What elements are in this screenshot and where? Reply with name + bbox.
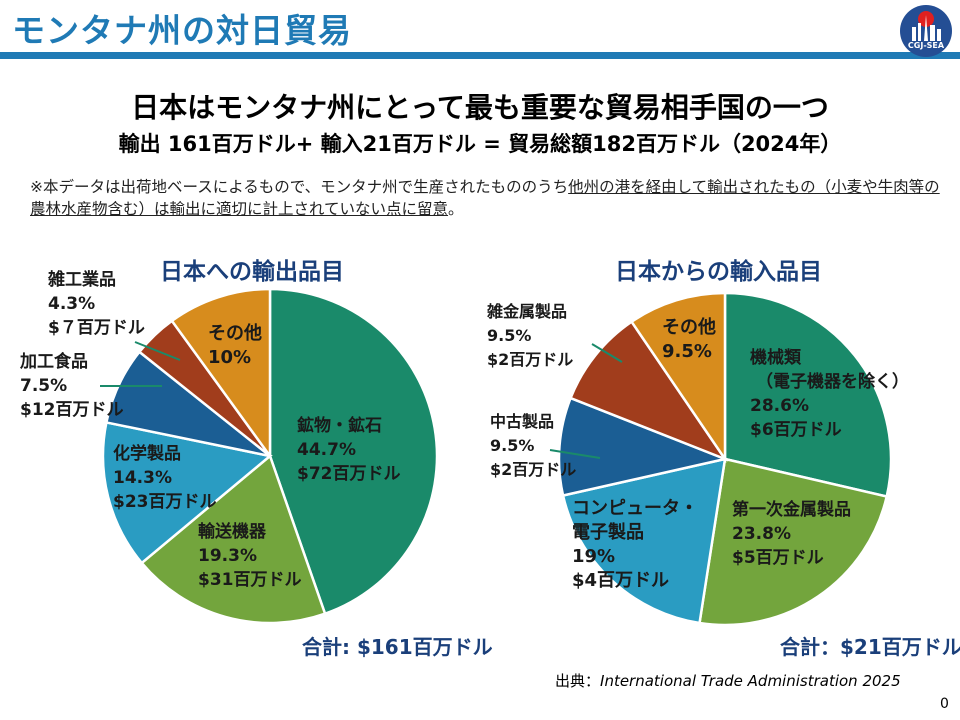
export-label-minerals: 鉱物・鉱石 44.7% $72百万ドル — [297, 414, 401, 486]
consulate-logo: CGJ-SEA — [900, 5, 952, 57]
import-label-machinery: 機械類 （電子機器を除く） 28.6% $6百万ドル — [750, 346, 909, 442]
note-end: 。 — [448, 200, 464, 218]
import-label-used-name: 中古製品 — [490, 412, 555, 431]
import-chart-title: 日本からの輸入品目 — [615, 259, 822, 285]
data-note: ※本データは出荷地ベースによるもので、モンタナ州で生産されたもののうち他州の港を… — [30, 176, 940, 220]
export-pie-slice-0 — [268, 287, 439, 616]
export-label-industrial-value: $７百万ドル — [48, 318, 145, 338]
export-label-industrial-percent: 4.3% — [48, 294, 96, 314]
import-label-metal-percent: 23.8% — [732, 524, 791, 544]
import-label-other: その他 9.5% — [662, 316, 716, 364]
export-label-minerals-percent: 44.7% — [297, 440, 356, 460]
import-label-computer: コンピュータ・ 電子製品 19% $4百万ドル — [572, 497, 698, 593]
subheadline: 輸出 161百万ドル+ 輸入21百万ドル = 貿易総額182百万ドル（2024年… — [118, 132, 842, 156]
import-pie-slice-3 — [557, 396, 730, 497]
import-label-other-percent: 9.5% — [662, 341, 712, 362]
import-label-miscmetal-name: 雑金属製品 — [487, 302, 568, 321]
import-label-machinery-value: $6百万ドル — [750, 420, 842, 440]
import-label-machinery-name: 機械類 — [750, 348, 801, 368]
export-label-transport: 輸送機器 19.3% $31百万ドル — [198, 520, 302, 592]
import-label-used-percent: 9.5% — [490, 436, 535, 455]
import-total: 合計：$21百万ドル — [780, 635, 960, 659]
export-label-processed-food: 加工食品 7.5% $12百万ドル — [20, 350, 124, 422]
export-pie — [101, 287, 439, 625]
import-label-computer-percent: 19% — [572, 546, 616, 567]
export-label-food-name: 加工食品 — [20, 352, 88, 372]
page-title: モンタナ州の対日貿易 — [12, 11, 352, 50]
export-total: 合計: $161百万ドル — [302, 635, 493, 659]
export-label-misc-industrial: 雑工業品 4.3% $７百万ドル — [48, 268, 145, 340]
export-label-other-name: その他 — [208, 323, 262, 344]
source-prefix: 出典： — [555, 672, 601, 690]
note-underlined-text: 他州の港を経由して輸出されたもの（小麦や牛肉等の農林水産物含む）は輸出に適切に計… — [30, 178, 940, 218]
import-label-metal-name: 第一次金属製品 — [732, 500, 851, 520]
export-label-transport-name: 輸送機器 — [198, 522, 266, 542]
export-pie-slice-2 — [101, 420, 273, 565]
headline: 日本はモンタナ州にとって最も重要な貿易相手国の一つ — [131, 91, 829, 124]
source-citation: 出典：International Trade Administration 20… — [555, 670, 901, 691]
export-label-other: その他 10% — [208, 322, 262, 370]
import-pie-slice-5 — [629, 291, 727, 464]
title-underline — [0, 52, 960, 59]
logo-text: CGJ-SEA — [907, 41, 945, 50]
import-label-computer-value: $4百万ドル — [572, 570, 670, 591]
export-label-minerals-value: $72百万ドル — [297, 464, 401, 484]
export-label-food-percent: 7.5% — [20, 376, 68, 396]
import-pie-slice-1 — [698, 457, 889, 627]
export-label-food-value: $12百万ドル — [20, 400, 124, 420]
export-label-minerals-name: 鉱物・鉱石 — [297, 416, 382, 436]
leader-lines — [100, 341, 623, 459]
import-label-computer-name2: 電子製品 — [572, 522, 644, 543]
import-label-machinery-note: （電子機器を除く） — [756, 372, 909, 392]
import-label-used-goods: 中古製品 9.5% $2百万ドル — [490, 410, 576, 482]
import-label-miscmetal-percent: 9.5% — [487, 326, 532, 345]
import-label-computer-name: コンピュータ・ — [572, 498, 698, 519]
import-label-machinery-percent: 28.6% — [750, 396, 809, 416]
export-label-chemicals: 化学製品 14.3% $23百万ドル — [113, 442, 217, 514]
page-number: 0 — [940, 696, 949, 712]
export-label-chemicals-percent: 14.3% — [113, 468, 172, 488]
logo-skyline-icon — [912, 11, 941, 41]
import-pie — [557, 291, 893, 627]
leader-line-used-goods — [549, 449, 601, 459]
export-pie-slice-1 — [139, 453, 327, 625]
import-pie-slice-2 — [561, 457, 727, 625]
note-text: ※本データは出荷地ベースによるもので、モンタナ州で生産されたもののうち — [30, 178, 569, 196]
export-label-transport-value: $31百万ドル — [198, 570, 302, 590]
export-label-transport-percent: 19.3% — [198, 546, 257, 566]
import-label-used-value: $2百万ドル — [490, 460, 577, 479]
export-label-other-percent: 10% — [208, 347, 252, 368]
import-pie-slice-4 — [568, 320, 729, 462]
import-pie-slice-0 — [723, 291, 893, 499]
source-text: International Trade Administration 2025 — [600, 672, 901, 690]
import-label-misc-metal: 雑金属製品 9.5% $2百万ドル — [487, 300, 573, 372]
export-chart-title: 日本への輸出品目 — [160, 259, 344, 285]
import-label-other-name: その他 — [662, 317, 716, 338]
export-label-industrial-name: 雑工業品 — [48, 270, 116, 290]
leader-line-misc-metal — [591, 343, 623, 363]
import-label-primary-metal: 第一次金属製品 23.8% $5百万ドル — [732, 498, 851, 570]
import-label-metal-value: $5百万ドル — [732, 548, 824, 568]
import-label-miscmetal-value: $2百万ドル — [487, 350, 574, 369]
export-label-chemicals-value: $23百万ドル — [113, 492, 217, 512]
export-label-chemicals-name: 化学製品 — [113, 444, 181, 464]
export-pie-slice-5 — [170, 287, 272, 460]
leader-line-misc-industrial — [134, 341, 181, 361]
